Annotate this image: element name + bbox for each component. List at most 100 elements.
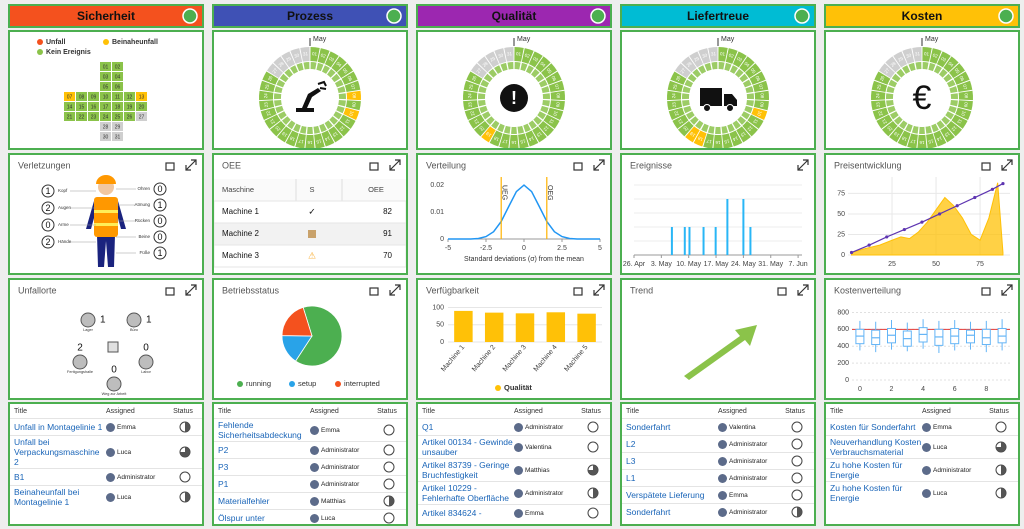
ring-segment xyxy=(341,71,358,85)
cross-day: 14 xyxy=(67,104,73,110)
status-icon xyxy=(383,495,395,507)
item-assignee: Administrator xyxy=(106,472,168,482)
list-column-header: Title xyxy=(830,408,843,415)
table-row xyxy=(214,244,406,268)
inner-ring xyxy=(307,126,313,134)
inner-ring xyxy=(274,86,283,94)
inner-ring xyxy=(274,93,282,100)
item-assignee: Matthias xyxy=(514,465,576,475)
inner-ring xyxy=(523,123,531,133)
tile-canvas: Unfallorte 1 Lager 1 Büro 2 Fertigungshalle 0 La… xyxy=(18,284,197,396)
avatar xyxy=(106,492,115,502)
ring-day: 31 xyxy=(711,51,717,57)
tile-canvas: OEE Maschine S OEE Machine 1 ✓ 82 Machine 2 91 Ma… xyxy=(214,159,406,268)
cross-day: 25 xyxy=(115,114,121,120)
inner-ring xyxy=(945,111,954,120)
expand-icon xyxy=(593,284,605,296)
ring-day: 02 xyxy=(932,53,939,59)
ring-day: 17 xyxy=(706,138,712,144)
list-row: Unfall in Montagelinie 1 Emma xyxy=(10,418,202,435)
inner-ring xyxy=(950,93,958,100)
inner-ring xyxy=(299,125,307,134)
assignee-name: Administrator xyxy=(729,474,768,482)
tile-title: Trend xyxy=(630,285,653,295)
status-icon xyxy=(791,506,803,518)
ring-segment xyxy=(940,126,955,143)
inner-ring xyxy=(902,65,911,74)
tile-canvas: Preisentwicklung 0 25 50 75 25 50 75 xyxy=(834,159,1013,268)
card-icon xyxy=(777,287,787,296)
status-fill xyxy=(180,447,190,457)
x-tick-label: 31. May xyxy=(758,261,783,268)
ring-segment xyxy=(889,126,904,143)
tile-canvas: Verteilung 0 0.01 0.02 -5 -2.5 0 2.5 5 Standard d… xyxy=(426,159,605,263)
cross-day: 11 xyxy=(115,94,120,100)
inner-ring xyxy=(943,73,953,83)
ring-segment xyxy=(541,63,558,79)
inner-ring xyxy=(683,105,692,114)
status-ring xyxy=(587,507,599,519)
bar xyxy=(683,227,686,255)
inner-ring xyxy=(941,116,951,125)
ring-segment xyxy=(295,133,306,148)
body-part: Atmung xyxy=(134,202,150,207)
ring-segment xyxy=(929,48,942,64)
inner-ring xyxy=(480,79,490,88)
item-title: Ölspur unter xyxy=(218,513,265,523)
inner-ring xyxy=(334,79,344,88)
inner-ring xyxy=(333,111,342,120)
ring-segment xyxy=(463,100,479,111)
tile: Title Assigned Status Unfall in Montagelini… xyxy=(8,402,204,526)
ring-segment xyxy=(713,134,723,148)
ring-day: 05 xyxy=(750,67,757,74)
ring-day: 17 xyxy=(910,138,916,144)
point xyxy=(920,220,924,224)
inner-ring xyxy=(701,123,709,133)
cross-day: 21 xyxy=(67,114,73,120)
item-title: L3 xyxy=(626,456,636,466)
location-icon xyxy=(138,354,154,370)
status-icon xyxy=(995,421,1007,433)
assignee-name: Administrator xyxy=(321,463,360,471)
status-icon xyxy=(179,421,191,433)
ring-segment xyxy=(897,130,911,147)
machine-status: ⚠ xyxy=(308,250,316,260)
inner-ring xyxy=(478,100,486,107)
ring-segment xyxy=(681,56,697,73)
column-title: Qualität xyxy=(491,9,537,23)
inner-ring xyxy=(478,86,487,94)
ring-day: 26 xyxy=(675,75,682,82)
inner-ring xyxy=(497,123,505,133)
ring-segment xyxy=(751,107,768,121)
count-badge xyxy=(153,246,167,260)
ring-day: 04 xyxy=(947,61,954,68)
ring-day: 06 xyxy=(754,75,761,82)
status-fill xyxy=(1001,465,1006,475)
body-part: Füße xyxy=(139,250,150,255)
ring-segment xyxy=(504,47,514,62)
list-row: Artikel 00134 - Gewinde unsauber Valentin… xyxy=(418,435,610,458)
ring-segment xyxy=(926,133,937,148)
inner-ring xyxy=(933,65,942,74)
inner-ring xyxy=(886,93,894,100)
ring-segment xyxy=(732,51,747,68)
assignee-name: Administrator xyxy=(321,446,360,454)
ring-segment xyxy=(917,134,927,148)
status-icon xyxy=(383,512,395,524)
point xyxy=(990,187,994,191)
ring-segment xyxy=(259,100,275,111)
ring-segment xyxy=(672,114,689,129)
x-axis-label: Standard deviations (σ) from the mean xyxy=(464,256,584,263)
card-icon xyxy=(165,287,175,296)
ring-day: 18 xyxy=(289,135,296,142)
inner-ring xyxy=(737,116,747,125)
item-title: Unfall in Montagelinie 1 xyxy=(14,422,103,432)
status-ring xyxy=(791,421,803,433)
ring-segment xyxy=(532,126,547,143)
x-tick-label: 10. May xyxy=(676,261,701,268)
assignee-name: Matthias xyxy=(525,466,550,474)
bar xyxy=(714,227,717,255)
ring-segment xyxy=(747,114,764,129)
cross-day: 09 xyxy=(91,94,97,100)
